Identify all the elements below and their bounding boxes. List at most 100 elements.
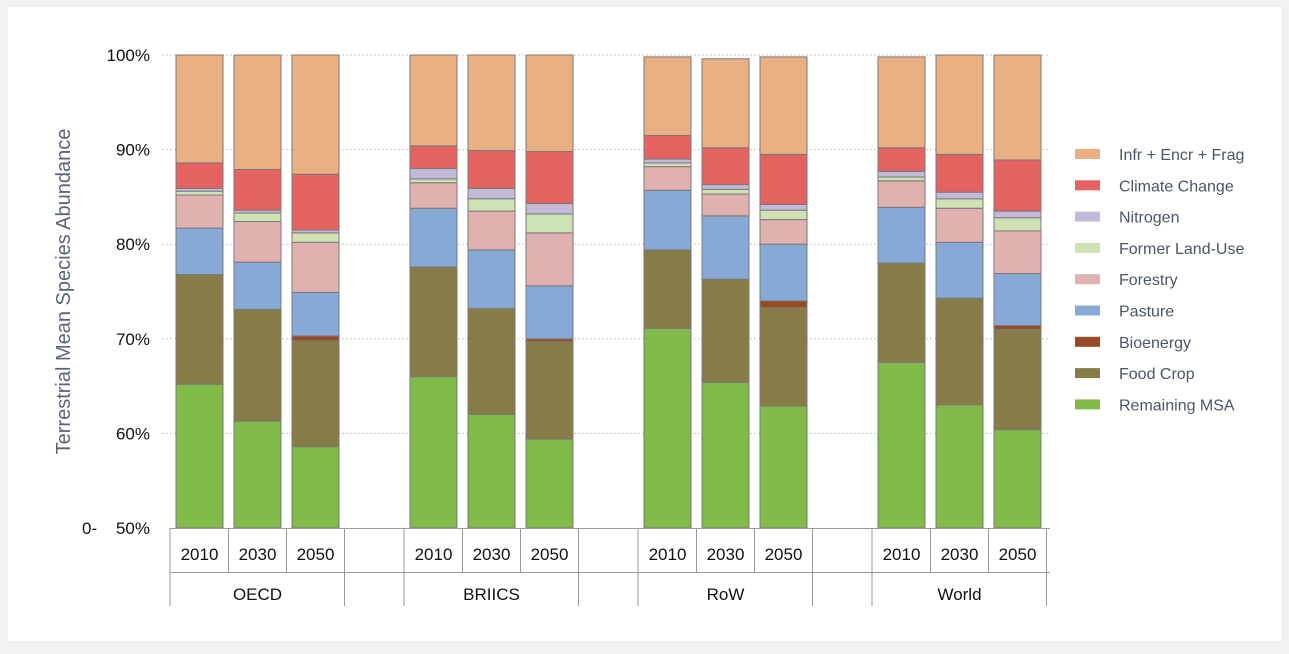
x-group-label: BRIICS	[463, 585, 520, 604]
bar-segment-remaining-msa	[701, 381, 750, 529]
bar-segment-former-land-use	[935, 198, 984, 209]
legend-label-forestry: Forestry	[1119, 272, 1178, 289]
x-group-label: RoW	[707, 585, 745, 604]
x-category-label: 2010	[883, 545, 921, 564]
legend-label-climate-change: Climate Change	[1119, 178, 1234, 195]
bar-segment-infr-encr-frag	[467, 54, 516, 152]
bar-segment-remaining-msa	[877, 361, 926, 529]
bar-segment-remaining-msa	[759, 405, 808, 529]
x-category-label: 2010	[649, 545, 687, 564]
bar-segment-remaining-msa	[467, 413, 516, 529]
bar-segment-pasture	[233, 261, 282, 310]
x-category-label: 2030	[707, 545, 745, 564]
bar-segment-infr-encr-frag	[233, 54, 282, 170]
legend-swatch-infr-encr-frag	[1075, 149, 1100, 159]
bar-segment-forestry	[759, 219, 808, 245]
bar-segment-remaining-msa	[993, 429, 1042, 529]
legend-swatch-former-land-use	[1075, 242, 1100, 253]
bar-segment-former-land-use	[467, 198, 516, 212]
bar-segment-infr-encr-frag	[877, 56, 926, 149]
bar-segment-infr-encr-frag	[525, 54, 574, 152]
legend-label-nitrogen: Nitrogen	[1119, 210, 1179, 227]
bar-segment-bioenergy	[993, 325, 1042, 330]
bar-segment-forestry	[291, 241, 340, 293]
bar-segment-climate-change	[233, 168, 282, 211]
bar-segment-nitrogen	[525, 203, 574, 215]
x-category-label: 2010	[415, 545, 453, 564]
x-group-label: OECD	[233, 585, 282, 604]
bar-segment-food-crop	[993, 328, 1042, 431]
bar-segment-former-land-use	[525, 213, 574, 234]
bar-segment-food-crop	[467, 308, 516, 415]
bar-segment-climate-change	[175, 162, 224, 189]
bar-segment-remaining-msa	[291, 446, 340, 529]
bar-segment-forestry	[233, 220, 282, 263]
bar-segment-climate-change	[759, 153, 808, 205]
bar-segment-forestry	[935, 207, 984, 243]
bar-segment-former-land-use	[643, 162, 692, 168]
bar-segment-pasture	[877, 206, 926, 264]
bar-segment-infr-encr-frag	[701, 58, 750, 149]
legend-swatch-forestry	[1075, 274, 1100, 285]
bar-segment-pasture	[409, 207, 458, 268]
legend-swatch-bioenergy	[1075, 336, 1100, 347]
bar-segment-infr-encr-frag	[175, 54, 224, 164]
bar-segment-forestry	[525, 232, 574, 287]
bar-segment-food-crop	[701, 278, 750, 383]
y-axis-break-label: 0-	[82, 519, 97, 538]
bar-segment-former-land-use	[759, 209, 808, 221]
x-category-label: 2050	[999, 545, 1037, 564]
bar-segment-food-crop	[233, 308, 282, 422]
bar-segment-climate-change	[643, 134, 692, 160]
bar-segment-food-crop	[409, 266, 458, 378]
bar-segment-food-crop	[935, 297, 984, 406]
bar-segment-forestry	[175, 194, 224, 229]
y-axis-title: Terrestrial Mean Species Abundance	[53, 129, 75, 455]
bar-segment-nitrogen	[935, 191, 984, 200]
y-tick-label: 70%	[116, 330, 150, 349]
bar-segment-remaining-msa	[935, 404, 984, 529]
bar-segment-pasture	[935, 241, 984, 299]
bar-segment-bioenergy	[291, 335, 340, 342]
bar-segment-food-crop	[759, 307, 808, 407]
legend-swatch-nitrogen	[1075, 211, 1100, 222]
bar-segment-nitrogen	[877, 170, 926, 178]
bar-segment-forestry	[993, 230, 1042, 275]
bar-segment-remaining-msa	[643, 327, 692, 529]
legend-label-infr-encr-frag: Infr + Encr + Frag	[1119, 147, 1244, 164]
bar-segment-nitrogen	[409, 168, 458, 180]
bar-segment-infr-encr-frag	[291, 54, 340, 175]
bar-segment-former-land-use	[233, 212, 282, 222]
bar-segment-pasture	[643, 189, 692, 251]
bar-segment-infr-encr-frag	[935, 54, 984, 155]
legend-label-remaining-msa: Remaining MSA	[1119, 397, 1235, 414]
bar-segment-pasture	[467, 249, 516, 310]
y-tick-label: 50%	[116, 519, 150, 538]
bar-segment-pasture	[525, 285, 574, 340]
bar-segment-former-land-use	[993, 217, 1042, 232]
legend-swatch-food-crop	[1075, 368, 1100, 379]
bar-segment-former-land-use	[291, 232, 340, 243]
bar-segment-pasture	[175, 227, 224, 275]
bar-segment-pasture	[759, 243, 808, 302]
bar-segment-pasture	[291, 291, 340, 337]
bar-segment-nitrogen	[467, 187, 516, 200]
bar-segment-former-land-use	[701, 188, 750, 195]
bar-segment-climate-change	[701, 147, 750, 186]
bar-segment-remaining-msa	[525, 438, 574, 529]
bar-segment-climate-change	[467, 150, 516, 189]
bar-segment-climate-change	[409, 145, 458, 170]
bar-segment-bioenergy	[759, 300, 808, 309]
bar-segment-climate-change	[993, 159, 1042, 212]
bar-segment-remaining-msa	[233, 420, 282, 529]
bar-segment-former-land-use	[877, 176, 926, 182]
bar-segment-forestry	[877, 180, 926, 208]
x-category-label: 2050	[531, 545, 569, 564]
x-group-label: World	[937, 585, 981, 604]
bar-segment-pasture	[701, 215, 750, 280]
legend-label-bioenergy: Bioenergy	[1119, 335, 1191, 352]
bar-segment-food-crop	[877, 262, 926, 363]
bar-segment-climate-change	[291, 173, 340, 231]
